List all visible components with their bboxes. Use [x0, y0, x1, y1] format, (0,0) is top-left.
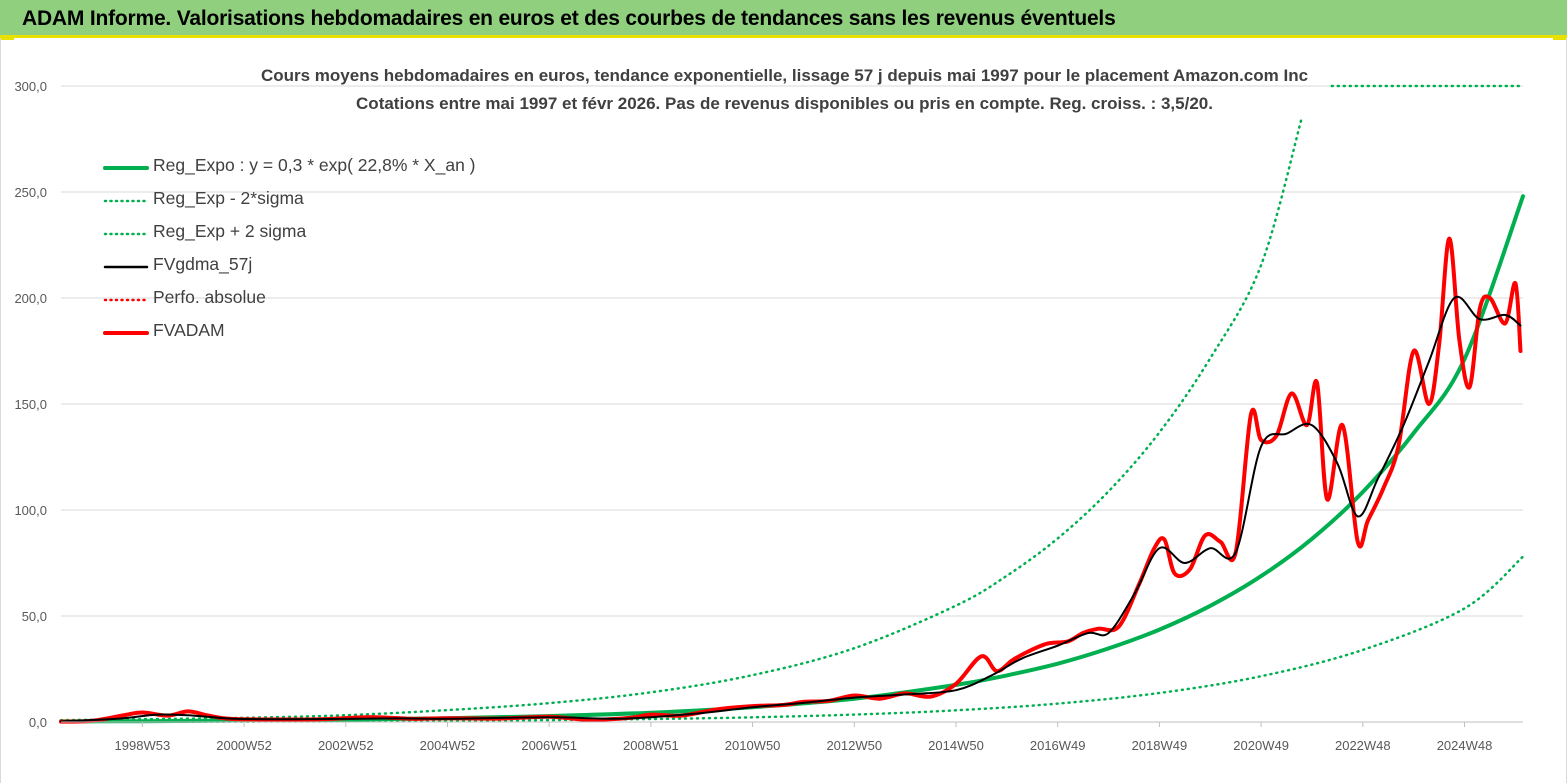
- reg-expo-line: [59, 194, 1525, 724]
- x-tick-label: 2014W50: [928, 738, 984, 753]
- y-tick-label: 150,0: [14, 397, 47, 412]
- chart-title: Cours moyens hebdomadaires en euros, ten…: [1, 66, 1567, 86]
- title-bar-accent-right: [1553, 35, 1567, 40]
- x-tick-label: 2008W51: [623, 738, 679, 753]
- legend-label: FVgdma_57j: [153, 254, 253, 274]
- x-tick-label: 2022W48: [1335, 738, 1391, 753]
- legend-swatch: [103, 199, 149, 203]
- x-tick-label: 2010W50: [725, 738, 781, 753]
- title-bar-accent-left: [0, 35, 14, 40]
- legend-label: Reg_Exp + 2 sigma: [153, 221, 307, 241]
- x-tick-label: 2018W49: [1132, 738, 1188, 753]
- legend-label: Perfo. absolue: [153, 287, 266, 307]
- x-tick-label: 2012W50: [826, 738, 882, 753]
- axes: 0,0 50,0 100,0 150,0 200,0 250,0 300,0 1998W53 2…: [14, 79, 1523, 753]
- legend-label: Reg_Exp - 2*sigma: [153, 188, 304, 208]
- title-bar: ADAM Informe. Valorisations hebdomadaire…: [0, 0, 1567, 40]
- x-tick-label: 2016W49: [1030, 738, 1086, 753]
- fvgdma-57j-line: [60, 295, 1522, 723]
- x-tick-label: 1998W53: [115, 738, 171, 753]
- x-tick-label: 2004W52: [420, 738, 476, 753]
- legend-swatch: [103, 298, 149, 302]
- x-tick-label: 2006W51: [521, 738, 577, 753]
- y-tick-label: 0,0: [29, 715, 47, 730]
- legend-swatch: [103, 265, 149, 269]
- y-tick-label: 50,0: [22, 609, 47, 624]
- legend-label: FVADAM: [153, 320, 225, 340]
- chart-svg: 0,0 50,0 100,0 150,0 200,0 250,0 300,0 1998W53 2…: [14, 79, 1525, 753]
- y-tick-label: 250,0: [14, 185, 47, 200]
- y-tick-label: 100,0: [14, 503, 47, 518]
- chart-subtitle-text: Cotations entre mai 1997 et févr 2026. P…: [352, 94, 1217, 113]
- y-tick-label: 200,0: [14, 291, 47, 306]
- reg-exp-minus-2sigma-line: [59, 555, 1525, 724]
- legend-swatch: [103, 232, 149, 236]
- chart-title-text: Cours moyens hebdomadaires en euros, ten…: [256, 66, 1313, 85]
- y-tick-label: 300,0: [14, 79, 47, 94]
- legend-swatch: [103, 166, 149, 170]
- page-title: ADAM Informe. Valorisations hebdomadaire…: [22, 7, 1116, 30]
- x-tick-label: 2002W52: [318, 738, 374, 753]
- chart-subtitle: Cotations entre mai 1997 et févr 2026. P…: [1, 94, 1567, 114]
- legend-swatch: [103, 331, 149, 335]
- legend-label: Reg_Expo : y = 0,3 * exp( 22,8% * X_an ): [153, 155, 476, 175]
- chart-area: 0,0 50,0 100,0 150,0 200,0 250,0 300,0 1998W53 2…: [0, 38, 1567, 783]
- fvadam-line: [59, 236, 1523, 724]
- x-tick-label: 2020W49: [1233, 738, 1289, 753]
- x-tick-label: 2024W48: [1437, 738, 1493, 753]
- gridlines: [61, 85, 1523, 617]
- x-tick-label: 2000W52: [216, 738, 272, 753]
- series-lines: [59, 84, 1525, 724]
- reg-exp-plus-2sigma-line: [59, 116, 1304, 722]
